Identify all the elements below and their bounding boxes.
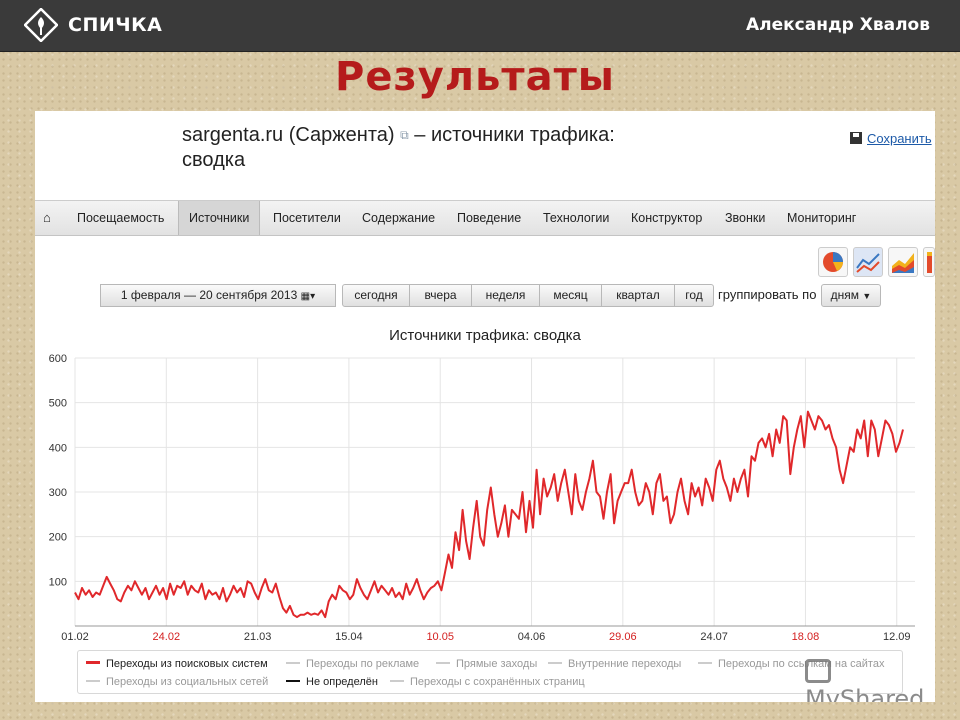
date-range-picker[interactable]: 1 февраля — 20 сентября 2013 ▦▾: [100, 284, 336, 307]
home-icon[interactable]: ⌂: [43, 210, 51, 225]
chevron-down-icon: ▼: [862, 291, 872, 301]
report-title-line2: сводка: [182, 149, 246, 172]
legend-label: Прямые заходы: [456, 658, 538, 670]
floppy-disk-icon: [850, 132, 862, 144]
save-button[interactable]: Сохранить: [850, 131, 932, 146]
legend-item-internal[interactable]: Внутренние переходы: [548, 658, 681, 670]
save-label: Сохранить: [867, 131, 932, 146]
nav-item-content[interactable]: Содержание: [362, 211, 436, 225]
legend-item-saved-pages[interactable]: Переходы с сохранённых страниц: [390, 676, 585, 688]
series-line-search: [74, 410, 904, 619]
x-tick-label: 29.06: [609, 631, 637, 643]
legend-label: Переходы по рекламе: [306, 658, 420, 670]
y-tick-label: 500: [49, 398, 67, 410]
period-today-button[interactable]: сегодня: [342, 284, 410, 307]
traffic-line-chart: 100 200 300 400 500 600 01.02 24.02 21.03 15.04 10…: [49, 353, 915, 643]
group-by-select[interactable]: дням ▼: [821, 284, 881, 307]
nav-item-technologies[interactable]: Технологии: [543, 211, 610, 225]
watermark-text: MyShared: [805, 685, 925, 702]
legend-item-direct[interactable]: Прямые заходы: [436, 658, 537, 670]
x-tick-label: 21.03: [244, 631, 272, 643]
pie-chart-icon[interactable]: [818, 247, 848, 277]
x-tick-label: 15.04: [335, 631, 363, 643]
legend-label: Переходы из поисковых систем: [106, 658, 268, 670]
myshared-watermark: MyShared: [805, 657, 935, 702]
slide-title: Результаты: [335, 54, 615, 100]
legend-item-social[interactable]: Переходы из социальных сетей: [86, 676, 268, 688]
nav-item-sources[interactable]: Источники: [178, 201, 261, 235]
report-site-name: sargenta.ru (Саржента): [182, 124, 395, 146]
legend-item-undefined[interactable]: Не определён: [286, 676, 378, 688]
period-yesterday-button[interactable]: вчера: [409, 284, 472, 307]
report-title-suffix: – источники трафика:: [414, 124, 615, 146]
legend-label: Внутренние переходы: [568, 658, 682, 670]
group-by-value: дням: [830, 288, 860, 302]
match-logo-icon: [24, 8, 58, 42]
legend-item-ads[interactable]: Переходы по рекламе: [286, 658, 419, 670]
nav-item-visits[interactable]: Посещаемость: [77, 211, 165, 225]
line-chart-icon[interactable]: [853, 247, 883, 277]
presentation-icon: [805, 659, 831, 683]
y-tick-label: 200: [49, 532, 67, 544]
legend-label: Переходы по ссылкам на сайтах: [718, 658, 885, 670]
legend-item-search[interactable]: Переходы из поисковых систем: [86, 658, 268, 670]
y-tick-label: 300: [49, 487, 67, 499]
legend-label: Переходы с сохранённых страниц: [410, 676, 585, 688]
period-year-button[interactable]: год: [674, 284, 714, 307]
brand-name: СПИЧКА: [68, 14, 163, 36]
nav-item-constructor[interactable]: Конструктор: [631, 211, 703, 225]
group-by-label: группировать по: [718, 287, 817, 302]
legend-label: Не определён: [306, 676, 378, 688]
main-nav: ⌂ Посещаемость Источники Посетители Соде…: [35, 200, 935, 236]
calendar-icon: ▦▾: [300, 291, 316, 302]
nav-item-behavior[interactable]: Поведение: [457, 211, 522, 225]
period-week-button[interactable]: неделя: [471, 284, 540, 307]
x-tick-label: 04.06: [518, 631, 546, 643]
x-tick-label: 10.05: [426, 631, 454, 643]
chart-title: Источники трафика: сводка: [389, 327, 581, 344]
period-month-button[interactable]: месяц: [539, 284, 602, 307]
bar-chart-icon[interactable]: [923, 247, 935, 277]
chart-legend: Переходы из поисковых систем Переходы по…: [77, 650, 903, 694]
author-name: Александр Хвалов: [745, 15, 930, 35]
report-title: sargenta.ru (Саржента) ⧉ – источники тра…: [182, 123, 615, 173]
legend-item-links[interactable]: Переходы по ссылкам на сайтах: [698, 658, 884, 670]
x-tick-label: 24.07: [700, 631, 728, 643]
legend-label: Переходы из социальных сетей: [106, 676, 269, 688]
nav-item-visitors[interactable]: Посетители: [273, 211, 341, 225]
y-tick-label: 100: [49, 576, 67, 588]
y-tick-label: 400: [49, 442, 67, 454]
y-tick-label: 600: [49, 353, 67, 365]
date-range-value: 1 февраля — 20 сентября 2013: [120, 288, 298, 302]
x-tick-label: 18.08: [792, 631, 820, 643]
area-chart-icon[interactable]: [888, 247, 918, 277]
analytics-screenshot: sargenta.ru (Саржента) ⧉ – источники тра…: [35, 111, 935, 702]
period-quarter-button[interactable]: квартал: [601, 284, 675, 307]
site-switch-icon[interactable]: ⧉: [400, 128, 409, 143]
x-tick-label: 01.02: [61, 631, 89, 643]
x-tick-label: 12.09: [883, 631, 911, 643]
nav-item-monitoring[interactable]: Мониторинг: [787, 211, 857, 225]
top-bar: СПИЧКА Александр Хвалов: [0, 0, 960, 52]
nav-item-calls[interactable]: Звонки: [725, 211, 766, 225]
x-tick-label: 24.02: [153, 631, 181, 643]
